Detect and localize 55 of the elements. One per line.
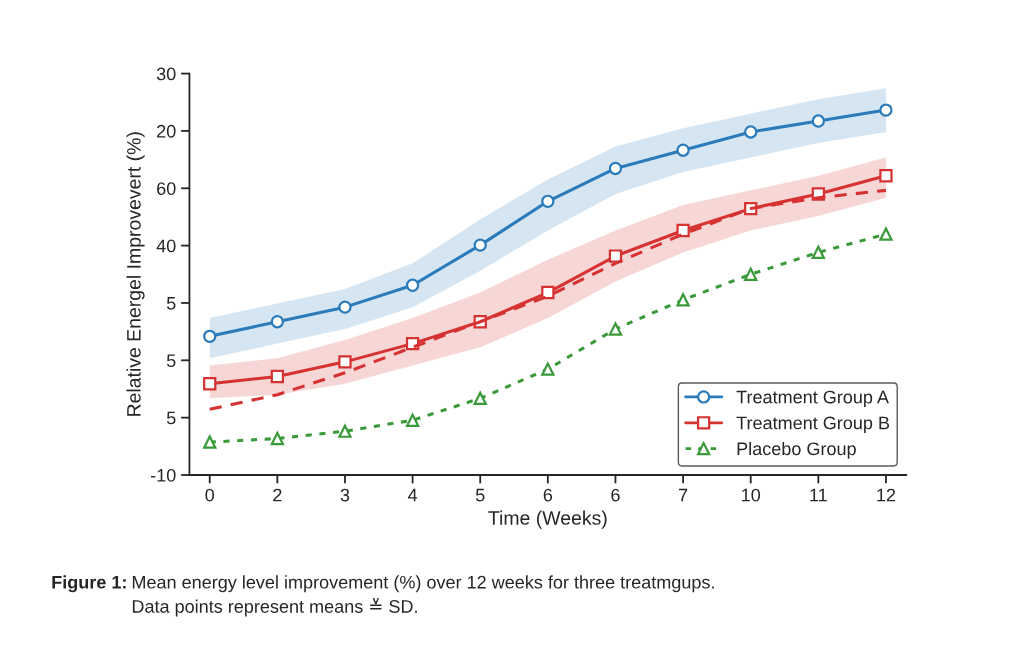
caption: Figure 1: — [52, 575, 126, 593]
x-tick-label: 2 — [273, 488, 282, 502]
point — [203, 377, 217, 391]
category-label: 30 — [156, 67, 176, 81]
x-tick-label: 11 — [810, 488, 827, 502]
category-label: 40 — [156, 239, 176, 253]
point — [676, 293, 690, 307]
point — [541, 285, 555, 300]
x-tick-label: 4 — [407, 488, 418, 502]
text: Mean energy level improvement (%) over 12 weeks for three treatmgups. Data points represent means ≚ SD. — [132, 575, 714, 617]
point — [608, 322, 623, 336]
point — [338, 300, 352, 314]
x-tick-label: 10 — [742, 488, 761, 502]
category-label: 20 — [157, 124, 176, 138]
category-label: 60 — [157, 182, 176, 195]
point — [879, 169, 893, 183]
point — [270, 431, 285, 446]
point — [811, 245, 825, 260]
point — [879, 227, 893, 241]
point — [270, 315, 285, 329]
x-tick-label: 12 — [877, 488, 896, 502]
y-axis-title: Relative Energel Improvevert (%) — [126, 132, 145, 416]
point — [270, 369, 285, 384]
point — [405, 278, 420, 292]
x-tick-label: 0 — [205, 488, 215, 502]
category-label: 5 — [166, 354, 176, 368]
x-tick-label: 6 — [611, 488, 620, 502]
point — [676, 223, 690, 238]
legend-label: Treatment Group A — [736, 390, 889, 408]
point — [608, 249, 623, 263]
legend-label: Treatment Group B — [736, 416, 890, 433]
point — [338, 424, 352, 438]
legend-label: Placebo Group — [737, 441, 856, 459]
point — [405, 413, 420, 427]
x-tick-label: 5 — [475, 488, 485, 502]
x-tick-label: 3 — [340, 488, 350, 502]
category-label: -10 — [150, 468, 176, 482]
x-tick-label: 6 — [543, 488, 553, 502]
x-axis-title: Time (Weeks) — [488, 510, 607, 529]
category-label: 5 — [166, 297, 176, 310]
point — [879, 103, 893, 117]
point — [811, 114, 825, 128]
point — [541, 194, 555, 208]
point — [676, 143, 690, 157]
point — [203, 329, 217, 343]
point — [473, 391, 487, 406]
point — [203, 435, 217, 449]
category-label: 5 — [166, 411, 176, 425]
point — [608, 161, 623, 176]
point — [541, 362, 555, 376]
point — [744, 125, 758, 139]
point — [473, 238, 487, 252]
point — [744, 267, 758, 281]
x-tick-label: 7 — [678, 488, 688, 502]
point — [338, 355, 352, 369]
